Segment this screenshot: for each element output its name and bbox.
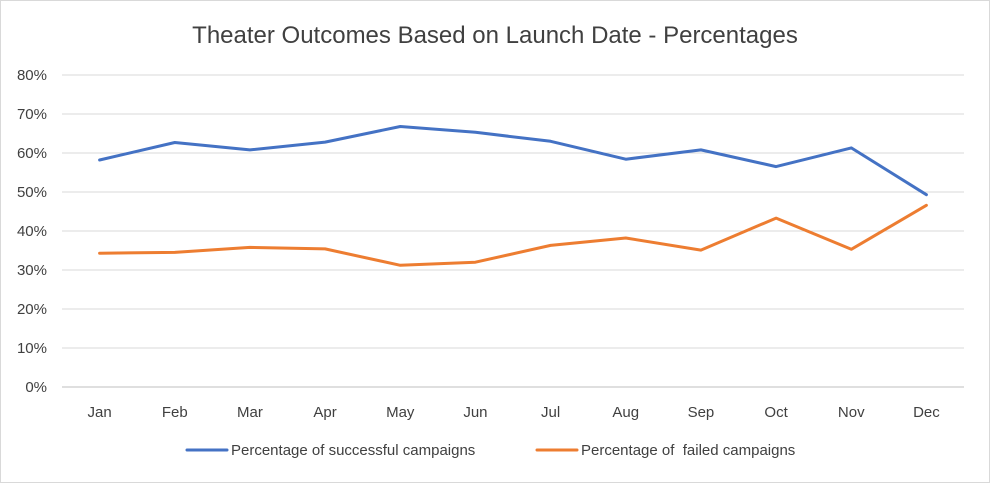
legend-label-2: Percentage of failed campaigns bbox=[581, 442, 795, 459]
gridlines bbox=[62, 74, 964, 388]
x-tick-label: Oct bbox=[764, 404, 788, 421]
x-axis-ticks: Jan Feb Mar Apr May Jun Jul Aug Sep Oct Nov Dec bbox=[87, 404, 940, 421]
x-tick-label: Sep bbox=[688, 404, 715, 421]
x-tick-label: Jun bbox=[463, 404, 487, 421]
x-tick-label: Nov bbox=[838, 404, 865, 421]
x-tick-label: Apr bbox=[313, 404, 336, 421]
y-tick-label: 80% bbox=[17, 67, 47, 84]
x-tick-label: Aug bbox=[612, 404, 639, 421]
y-axis-ticks: 0% 10% 20% 30% 40% 50% 60% 70% 80% bbox=[17, 67, 47, 396]
x-tick-label: Jan bbox=[87, 404, 111, 421]
chart-title: Theater Outcomes Based on Launch Date - … bbox=[192, 22, 798, 49]
legend-label-1: Percentage of successful campaigns bbox=[231, 442, 475, 459]
x-tick-label: Feb bbox=[162, 404, 188, 421]
y-tick-label: 50% bbox=[17, 184, 47, 201]
series-line-2 bbox=[98, 203, 928, 267]
y-tick-label: 20% bbox=[17, 301, 47, 318]
x-tick-label: Jul bbox=[541, 404, 560, 421]
series-lines bbox=[98, 125, 928, 267]
y-tick-label: 10% bbox=[17, 340, 47, 357]
y-tick-label: 70% bbox=[17, 106, 47, 123]
series-line-1 bbox=[98, 125, 928, 197]
x-tick-label: May bbox=[386, 404, 415, 421]
y-tick-label: 0% bbox=[25, 379, 47, 396]
y-tick-label: 60% bbox=[17, 145, 47, 162]
y-tick-label: 30% bbox=[17, 262, 47, 279]
y-tick-label: 40% bbox=[17, 223, 47, 240]
legend: Percentage of successful campaigns Percen… bbox=[185, 442, 795, 459]
x-tick-label: Dec bbox=[913, 404, 940, 421]
x-tick-label: Mar bbox=[237, 404, 263, 421]
